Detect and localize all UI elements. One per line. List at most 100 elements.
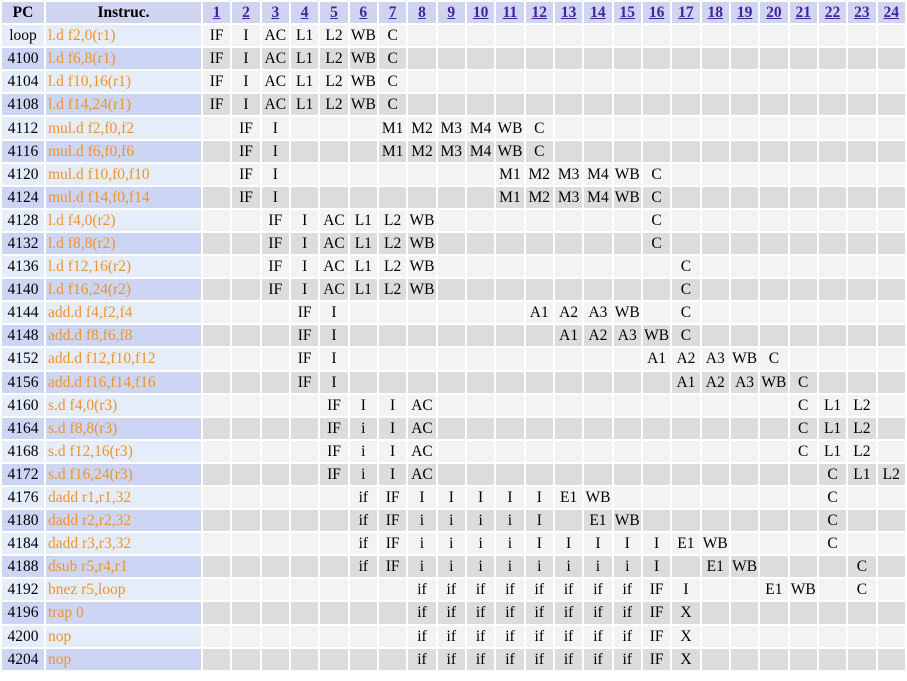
cycle-header-link[interactable]: 16: [642, 2, 671, 24]
stage-cell: [789, 279, 817, 301]
stage-cell: [877, 302, 905, 324]
cycle-header-link[interactable]: 24: [877, 2, 905, 24]
cycle-header-link[interactable]: 18: [701, 2, 729, 24]
stage-cell: IF: [642, 602, 671, 624]
stage-cell: if: [466, 602, 495, 624]
stage-cell: if: [408, 648, 436, 670]
pc-cell: 4112: [2, 117, 44, 139]
cycle-header-link[interactable]: 4: [290, 2, 319, 24]
instruction-cell: l.d f10,16(r1): [46, 71, 201, 93]
stage-cell: [730, 463, 759, 485]
stage-cell: [730, 25, 759, 47]
stage-cell: A3: [701, 348, 729, 370]
table-row: 4196 trap 0 if if if if if if if if IF X: [2, 602, 905, 624]
stage-cell: [760, 163, 788, 185]
cycle-header-link[interactable]: 2: [232, 2, 260, 24]
stage-cell: [584, 48, 612, 70]
instruction-cell: s.d f16,24(r3): [46, 463, 201, 485]
stage-cell: [760, 48, 788, 70]
pc-cell: 4136: [2, 256, 44, 278]
stage-cell: [848, 602, 876, 624]
stage-cell: [232, 209, 260, 231]
stage-cell: L2: [320, 25, 348, 47]
cycle-header-link[interactable]: 11: [496, 2, 524, 24]
stage-cell: [877, 486, 905, 509]
cycle-header-link[interactable]: 19: [730, 2, 759, 24]
cycle-header-link[interactable]: 1: [203, 2, 231, 24]
stage-cell: [877, 279, 905, 301]
stage-cell: [525, 209, 553, 231]
stage-cell: [613, 463, 641, 485]
cycle-header-link[interactable]: 8: [408, 2, 436, 24]
stage-cell: C: [642, 163, 671, 185]
stage-cell: [525, 440, 553, 462]
stage-cell: [466, 302, 495, 324]
stage-cell: i: [408, 510, 436, 532]
stage-cell: [232, 440, 260, 462]
cycle-header-link[interactable]: 13: [554, 2, 583, 24]
stage-cell: [848, 510, 876, 532]
stage-cell: [642, 417, 671, 439]
cycle-header-link[interactable]: 5: [320, 2, 348, 24]
cycle-header-link[interactable]: 7: [378, 2, 407, 24]
stage-cell: [672, 71, 700, 93]
stage-cell: C: [525, 117, 553, 139]
cycle-header-link[interactable]: 12: [525, 2, 553, 24]
stage-cell: I: [613, 533, 641, 555]
stage-cell: [437, 209, 465, 231]
cycle-header-link[interactable]: 21: [789, 2, 817, 24]
stage-cell: L1: [818, 394, 847, 416]
instruction-cell: s.d f8,8(r3): [46, 417, 201, 439]
stage-cell: [789, 648, 817, 670]
stage-cell: AC: [320, 209, 348, 231]
stage-cell: [466, 209, 495, 231]
stage-cell: [613, 232, 641, 255]
cycle-header-link[interactable]: 10: [466, 2, 495, 24]
stage-cell: [290, 117, 319, 139]
stage-cell: [232, 648, 260, 670]
stage-cell: [203, 325, 231, 347]
stage-cell: M2: [525, 186, 553, 208]
stage-cell: A2: [672, 348, 700, 370]
cycle-header-link[interactable]: 6: [349, 2, 377, 24]
stage-cell: [290, 625, 319, 647]
cycle-header-link[interactable]: 22: [818, 2, 847, 24]
cycle-header-link[interactable]: 20: [760, 2, 788, 24]
pc-cell: 4140: [2, 279, 44, 301]
stage-cell: [701, 94, 729, 116]
stage-cell: I: [408, 486, 436, 509]
stage-cell: [848, 625, 876, 647]
stage-cell: [730, 186, 759, 208]
stage-cell: if: [584, 579, 612, 601]
cycle-header-link[interactable]: 23: [848, 2, 876, 24]
cycle-header-link[interactable]: 3: [261, 2, 289, 24]
cycle-header-link[interactable]: 14: [584, 2, 612, 24]
stage-cell: [730, 533, 759, 555]
stage-cell: [525, 394, 553, 416]
stage-cell: [848, 48, 876, 70]
stage-cell: IF: [261, 232, 289, 255]
stage-cell: [349, 163, 377, 185]
stage-cell: if: [349, 486, 377, 509]
stage-cell: C: [378, 48, 407, 70]
stage-cell: [378, 302, 407, 324]
stage-cell: [320, 556, 348, 578]
stage-cell: if: [584, 625, 612, 647]
cycle-header-link[interactable]: 15: [613, 2, 641, 24]
stage-cell: [730, 140, 759, 162]
table-row: 4176 dadd r1,r1,32 if IF I I I I I E1 WB C: [2, 486, 905, 509]
stage-cell: [408, 48, 436, 70]
cycle-header-link[interactable]: 17: [672, 2, 700, 24]
stage-cell: [466, 371, 495, 393]
stage-cell: I: [466, 486, 495, 509]
pc-cell: 4192: [2, 579, 44, 601]
stage-cell: [818, 625, 847, 647]
stage-cell: [349, 186, 377, 208]
stage-cell: C: [789, 394, 817, 416]
stage-cell: [701, 256, 729, 278]
stage-cell: [672, 94, 700, 116]
cycle-header-link[interactable]: 9: [437, 2, 465, 24]
stage-cell: [584, 371, 612, 393]
stage-cell: I: [554, 533, 583, 555]
stage-cell: WB: [349, 25, 377, 47]
